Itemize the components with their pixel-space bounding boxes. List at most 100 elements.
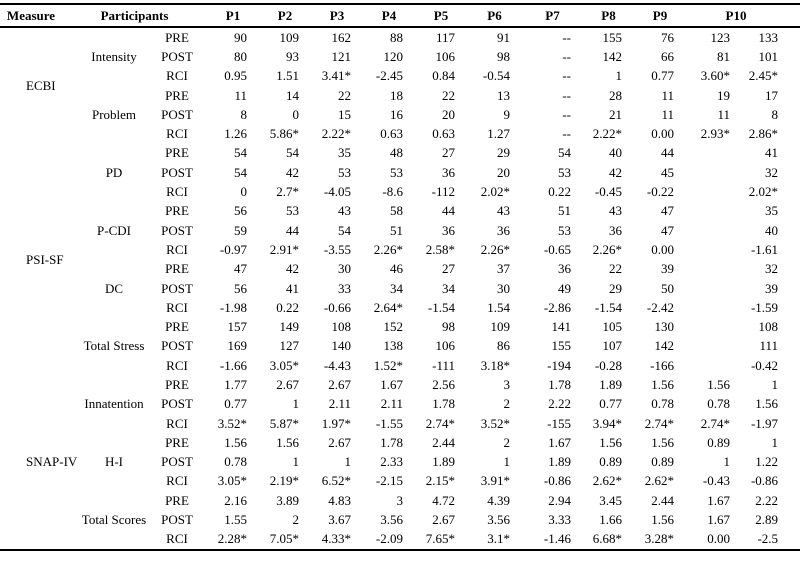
value-cell: 108 xyxy=(331,319,352,335)
phase-label: PRE xyxy=(165,29,189,45)
value-cell: 36 xyxy=(442,164,456,180)
table-row: RCI 0.95 1.51 3.41* -2.45 0.84 -0.54 -- 1 0.77 3.6… xyxy=(0,67,800,86)
value-cell: 105 xyxy=(602,319,623,335)
value-cell: 98 xyxy=(497,48,511,64)
value-cell: 155 xyxy=(551,338,572,354)
value-cell: 2.74* xyxy=(425,415,456,431)
value-cell: 3.56 xyxy=(380,512,404,528)
value-cell xyxy=(686,317,742,336)
phase-label: RCI xyxy=(166,299,188,315)
value-cell: 2.26* xyxy=(373,241,404,257)
value-cell: 2.19* xyxy=(269,473,300,489)
table-row: H-I PRE 1.56 1.56 2.67 1.78 2.44 2 1.67 1.56 1.56 0… xyxy=(0,433,800,469)
value-cell: 0.77 xyxy=(651,68,675,84)
subscale-label: Innatention xyxy=(84,396,144,412)
subscale-label: Problem xyxy=(91,106,137,122)
value-cell: 1.97* xyxy=(321,415,352,431)
subscale-label: P-CDI xyxy=(97,222,131,238)
value-cell: 2.62* xyxy=(592,473,623,489)
value-cell: 0.00 xyxy=(651,241,675,257)
phase-label: POST xyxy=(161,164,193,180)
value-cell: 49 xyxy=(558,280,572,296)
value-cell: -1.97 xyxy=(750,415,779,431)
value-cell: 29 xyxy=(609,280,623,296)
value-cell: 15 xyxy=(338,106,352,122)
value-cell: -- xyxy=(562,87,572,103)
value-cell: 6.52* xyxy=(321,473,352,489)
value-cell: 1.51 xyxy=(276,68,300,84)
table-row: Total Scores PRE 2.16 3.89 4.83 3 4.72 4.39 2.94… xyxy=(0,491,800,527)
value-cell: 53 xyxy=(558,164,572,180)
value-cell: 2.58* xyxy=(425,241,456,257)
phase-label: PRE xyxy=(165,376,189,392)
value-cell: 2.93* xyxy=(700,126,731,142)
table-row: Total Stress PRE 157 149 108 152 98 109 141 105 13… xyxy=(0,317,800,353)
value-cell xyxy=(686,337,742,356)
value-cell: 2.22* xyxy=(592,126,623,142)
value-cell: 117 xyxy=(435,29,456,45)
value-cell xyxy=(686,144,742,163)
value-cell: 0.78 xyxy=(224,454,248,470)
value-cell: 1 xyxy=(503,454,511,470)
value-cell: -2.42 xyxy=(646,299,675,315)
value-cell: 8 xyxy=(240,106,248,122)
phase-label: POST xyxy=(161,338,193,354)
value-cell: 58 xyxy=(390,203,404,219)
value-cell: 1.55 xyxy=(224,512,248,528)
value-cell: 54 xyxy=(338,222,352,238)
value-cell: 1.56 xyxy=(651,376,675,392)
value-cell: 80 xyxy=(234,48,248,64)
value-cell: -112 xyxy=(431,184,456,200)
value-cell: 2.22 xyxy=(755,492,779,508)
value-cell: 56 xyxy=(234,280,248,296)
value-cell: 141 xyxy=(551,319,572,335)
value-cell: 1 xyxy=(344,454,352,470)
value-cell: 1 xyxy=(292,396,300,412)
value-cell: 0.78 xyxy=(707,396,731,412)
value-cell: 16 xyxy=(390,106,404,122)
value-cell: 14 xyxy=(286,87,300,103)
value-cell: 8 xyxy=(771,106,779,122)
value-cell: -- xyxy=(562,29,572,45)
subscale-label: Total Scores xyxy=(81,512,147,528)
value-cell: 53 xyxy=(558,222,572,238)
value-cell: 4.39 xyxy=(487,492,511,508)
value-cell: 41 xyxy=(286,280,300,296)
table-row: RCI -0.97 2.91* -3.55 2.26* 2.58* 2.26* -0.65 2.… xyxy=(0,240,800,259)
value-cell: 53 xyxy=(286,203,300,219)
measure-group-label: SNAP-IV xyxy=(26,454,78,470)
value-cell: 2.15* xyxy=(425,473,456,489)
column-header-participants: Participants xyxy=(62,4,208,28)
value-cell: 1.78 xyxy=(432,396,456,412)
value-cell: 107 xyxy=(602,338,623,354)
value-cell: 157 xyxy=(227,319,248,335)
value-cell: -2.09 xyxy=(375,531,404,547)
value-cell: -1.59 xyxy=(750,299,779,315)
value-cell: 93 xyxy=(286,48,300,64)
column-header-p10: P10 xyxy=(686,4,800,28)
value-cell: 40 xyxy=(765,222,779,238)
value-cell: 111 xyxy=(759,338,779,354)
value-cell: -3.55 xyxy=(323,241,352,257)
value-cell: -4.43 xyxy=(323,357,352,373)
value-cell: 0.89 xyxy=(707,434,731,450)
value-cell: 152 xyxy=(383,319,404,335)
value-cell: 36 xyxy=(442,222,456,238)
value-cell: 6.68* xyxy=(592,531,623,547)
value-cell: 1.67 xyxy=(707,512,731,528)
table-row: RCI 2.28* 7.05* 4.33* -2.09 7.65* 3.1* -1.46 6.6… xyxy=(0,530,800,550)
value-cell: 2.33 xyxy=(380,454,404,470)
value-cell: 1.67 xyxy=(707,492,731,508)
value-cell: 2.74* xyxy=(644,415,675,431)
value-cell xyxy=(686,240,742,259)
value-cell: 0.63 xyxy=(380,126,404,142)
value-cell: 0.00 xyxy=(707,531,731,547)
value-cell: 22 xyxy=(609,261,623,277)
value-cell xyxy=(686,221,742,240)
column-header-p9: P9 xyxy=(634,4,687,28)
subscale-label: H-I xyxy=(104,454,124,470)
value-cell: -4.05 xyxy=(323,184,352,200)
phase-label: PRE xyxy=(165,434,189,450)
value-cell: 54 xyxy=(286,145,300,161)
measure-group-label: PSI-SF xyxy=(26,251,64,267)
